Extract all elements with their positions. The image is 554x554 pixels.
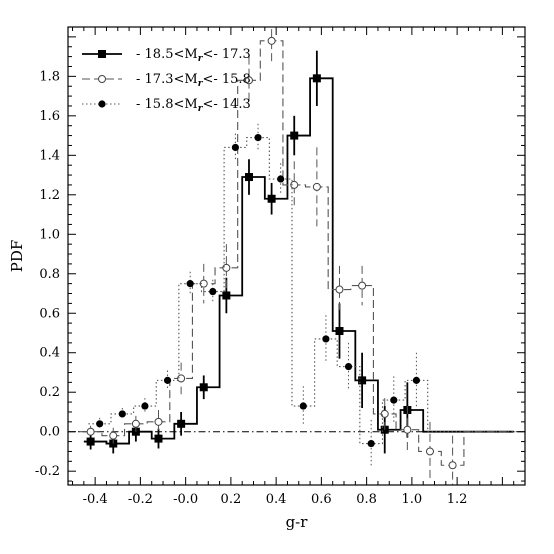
x-tick-label: -0.0 — [173, 492, 198, 507]
x-axis-title: g-r — [286, 513, 309, 531]
y-tick-label: -0.2 — [35, 464, 60, 479]
data-point-open-circle — [131, 419, 140, 428]
data-point-filled-circle — [141, 402, 149, 410]
data-point-filled-circle — [209, 287, 217, 296]
legend-label: - 17.3<Mr<- 15.8 — [136, 72, 251, 89]
x-tick-label: 0.8 — [356, 492, 377, 507]
data-point-square — [358, 376, 367, 385]
histogram-dashed — [79, 40, 510, 466]
x-tick-label: -0.2 — [128, 492, 153, 507]
data-point-filled-circle — [299, 402, 307, 410]
data-point-filled-circle — [96, 420, 104, 428]
histogram-dotted — [88, 137, 519, 445]
data-point-open-circle — [267, 36, 276, 45]
x-tick-label: -0.4 — [83, 492, 108, 507]
data-point-open-circle — [358, 281, 367, 290]
data-point-open-circle — [177, 374, 186, 383]
data-point-open-circle — [312, 182, 321, 191]
data-point-filled-circle — [231, 143, 240, 152]
data-point-square — [154, 434, 163, 443]
data-point-filled-circle — [163, 376, 172, 384]
data-point-filled-circle — [186, 280, 194, 288]
y-tick-label: 0.2 — [39, 385, 60, 400]
data-point-open-circle — [425, 447, 434, 456]
plot-frame — [67, 26, 526, 486]
data-point-open-circle — [154, 417, 163, 426]
histogram-solid — [83, 77, 514, 445]
legend-marker — [98, 50, 106, 58]
data-point-filled-circle — [277, 175, 285, 183]
x-tick-label: 1.2 — [447, 492, 468, 507]
series-dotted — [88, 123, 519, 468]
y-tick-label: 0.8 — [39, 267, 60, 282]
data-point-filled-circle — [344, 362, 353, 371]
data-point-square — [86, 437, 95, 446]
legend-entry-solid: - 18.5<Mr<- 17.3 — [82, 47, 251, 64]
data-point-square — [222, 291, 231, 300]
legend-label: - 15.8<Mr<- 14.3 — [136, 97, 251, 114]
y-tick-label: 0.4 — [39, 346, 60, 361]
plot-border — [67, 26, 526, 486]
data-point-square — [199, 383, 208, 392]
y-tick-label: 1.2 — [39, 188, 60, 203]
x-tick-label: 0.6 — [311, 492, 332, 507]
data-point-open-circle — [244, 76, 253, 85]
data-point-filled-circle — [390, 396, 398, 404]
data-point-square — [290, 131, 299, 140]
data-point-open-circle — [403, 425, 412, 434]
legend-marker — [98, 75, 106, 83]
data-point-filled-circle — [118, 410, 126, 418]
legend: - 18.5<Mr<- 17.3 - 17.3<Mr<- 15.8 - 15.8<M… — [82, 47, 251, 114]
data-point-square — [312, 74, 321, 83]
y-axis-title: PDF — [8, 240, 26, 273]
data-point-open-circle — [86, 427, 95, 436]
legend-entry-dotted: - 15.8<Mr<- 14.3 — [82, 97, 251, 114]
data-point-open-circle — [109, 431, 118, 440]
data-point-open-circle — [290, 180, 299, 189]
y-tick-label: 0.0 — [39, 425, 60, 440]
data-point-square — [267, 194, 276, 203]
data-point-filled-circle — [322, 335, 330, 343]
data-point-open-circle — [335, 285, 344, 294]
y-tick-label: 1.6 — [39, 109, 60, 124]
legend-label: - 18.5<Mr<- 17.3 — [136, 47, 251, 64]
data-point-square — [177, 419, 186, 428]
x-tick-label: 1.0 — [402, 492, 423, 507]
data-point-square — [335, 327, 344, 336]
x-tick-label: 0.4 — [266, 492, 287, 507]
data-point-filled-circle — [254, 133, 262, 142]
y-tick-label: 1.8 — [39, 69, 60, 84]
y-tick-label: 1.4 — [39, 148, 60, 163]
y-tick-label: 0.6 — [39, 306, 60, 321]
series-layer — [68, 27, 525, 485]
data-point-filled-circle — [367, 439, 375, 448]
data-point-square — [244, 173, 253, 182]
axis-ticks: -0.4 -0.2 -0.0 0.2 0.4 0.6 0.8 1.0 1.2 -0.2 0.0 0.2… — [35, 26, 526, 507]
y-tick-label: 1.0 — [39, 227, 60, 242]
series-dashed — [79, 27, 510, 485]
legend-entry-dashed: - 17.3<Mr<- 15.8 — [82, 72, 251, 89]
data-point-open-circle — [448, 461, 457, 470]
x-tick-label: 0.2 — [221, 492, 242, 507]
data-point-filled-circle — [412, 376, 421, 384]
legend-marker — [98, 100, 106, 108]
